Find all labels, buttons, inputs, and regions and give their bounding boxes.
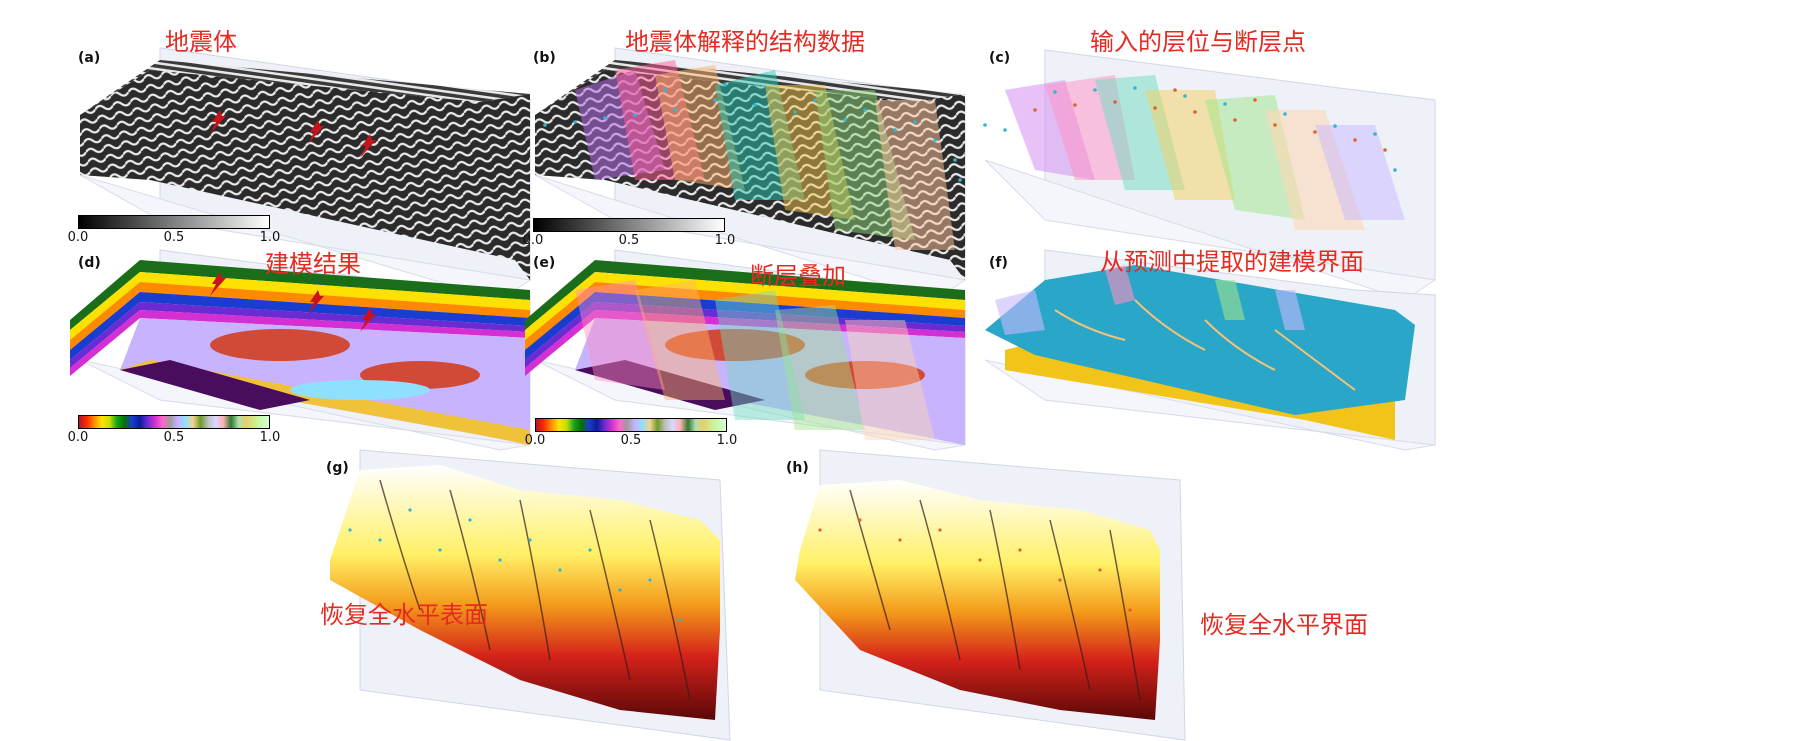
colorbar-tick: 0.5 [618,233,640,248]
fault-surface [1275,290,1305,330]
panel-c: (c) 输入的层位与断层点 [975,28,1445,301]
surface-fault-lines [849,489,1141,701]
model-body [210,329,350,361]
colorbar-tick: 0.0 [522,233,544,248]
heat-surface [330,465,720,720]
colorbar-tick: 0.5 [620,433,642,448]
model-layer [70,282,530,350]
fault-arrow [360,308,376,332]
restored-surface-g [330,449,731,741]
fault-surface [635,280,725,400]
restored-surface-h [795,449,1186,741]
panel-b: (b) 地震体解释的结构数据 [515,28,985,301]
colorbar-rainbow [535,418,727,432]
colorbar-tick: 1.0 [259,230,281,245]
panel-title: 地震体 [165,28,237,56]
model-layer [70,272,530,340]
panel-title: 从预测中提取的建模界面 [1100,248,1364,276]
horizon-points [348,508,682,622]
colorbar-tick: 1.0 [259,430,281,445]
model-body [805,361,925,389]
fault-arrow [308,120,324,144]
panel-letter: (d) [78,255,101,271]
colorbar-tick: 0.0 [67,430,89,445]
heat-surface [795,480,1160,720]
panel-d: (d) 建模结果 [60,249,550,451]
panel-f: (f) 从预测中提取的建模界面 [975,248,1445,451]
fault-arrow [210,272,226,296]
model-body [290,380,430,400]
model-result-d [70,249,531,451]
model-layer [525,282,965,350]
colorbar-gray [533,218,725,232]
panel-letter: (a) [78,50,101,66]
fault-surface [575,280,665,390]
panel-g: (g) 恢复全水平表面 [320,449,760,741]
model-body [120,360,310,410]
panel-title: 断层叠加 [750,262,846,290]
panel-title: 建模结果 [265,250,361,278]
panel-title: 恢复全水平界面 [1200,611,1368,639]
model-layer [70,292,530,360]
model-layer [525,292,965,360]
horizon-points [543,83,962,182]
model-layer [525,310,965,376]
fault-surface [995,290,1045,335]
model-layer [525,302,965,368]
panel-e: (e) 断层叠加 [515,249,985,451]
seismic-top [80,60,530,115]
fault-surface [1315,125,1405,220]
extracted-surfaces-f [984,249,1436,451]
panel-letter: (g) [326,460,349,476]
panel-title: 地震体解释的结构数据 [625,28,865,56]
model-layer [70,302,530,368]
box-floor [984,359,1436,451]
panel-letter: (b) [533,50,556,66]
panel-letter: (e) [533,255,556,271]
horizon-points [818,518,1132,612]
colorbar-tick: 1.0 [714,233,736,248]
horizon-points [1033,88,1387,152]
model-body [665,329,805,361]
panel-h: (h) 恢复全水平界面 [780,449,1368,741]
fault-surface [1215,280,1245,320]
colorbar-tick: 0.5 [163,230,185,245]
colorbar-tick: 0.0 [67,230,89,245]
panel-title: 恢复全水平表面 [320,601,488,629]
fault-surface [1105,265,1135,305]
fault-surface [775,305,865,430]
colorbar-tick: 0.0 [524,433,546,448]
fault-traces [1054,299,1356,391]
horizon-fault-points-c [983,49,1437,301]
fault-overlay-e [525,249,966,451]
colorbar-tick: 1.0 [716,433,738,448]
panel-title: 输入的层位与断层点 [1090,28,1306,56]
model-layer [525,260,965,330]
surface-fault-lines [379,479,691,701]
box-floor [984,159,1437,301]
surface-blue [985,265,1415,415]
fault-surface [715,290,805,420]
colorbar-gray [78,215,270,229]
fault-surface [845,320,935,440]
model-layer [70,310,530,376]
panel-letter: (c) [989,50,1011,66]
fault-arrow [360,134,376,158]
panel-letter: (f) [989,255,1008,271]
panel-letter: (h) [786,460,809,476]
model-body [575,360,765,410]
colorbar-rainbow [78,415,270,429]
colorbar-tick: 0.5 [163,430,185,445]
fault-points [983,86,1397,172]
fault-arrow [308,290,324,314]
model-layer [525,272,965,340]
fault-arrow [210,110,226,134]
model-layer [70,260,530,330]
fault-surface [875,100,955,250]
seismic-face [80,70,530,280]
seismic-interpretation-b [534,47,967,301]
